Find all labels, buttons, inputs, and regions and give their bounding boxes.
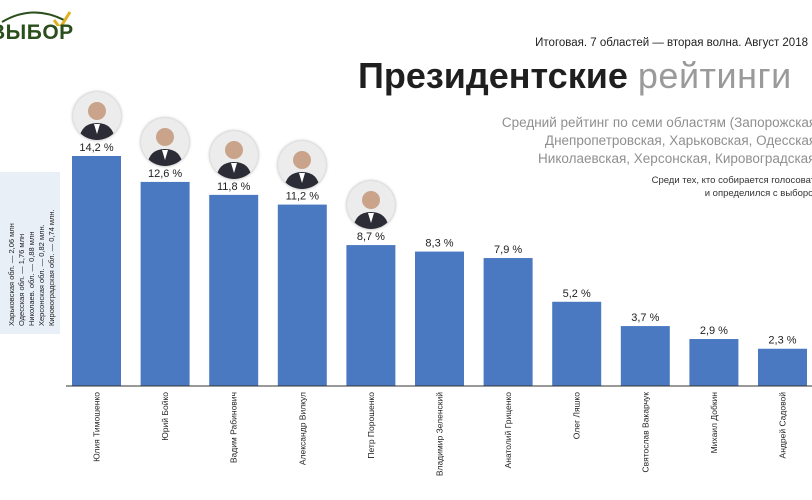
category-label: Александр Вилкул <box>297 392 307 465</box>
description-line: Днепропетровская, Харьковская, Одесская, <box>544 133 812 148</box>
bar-value-label: 3,7 % <box>631 312 659 324</box>
bar-value-label: 8,7 % <box>357 231 385 243</box>
logo-arc-icon <box>1 11 72 26</box>
candidate-photo <box>209 130 258 179</box>
regions-box <box>0 172 60 334</box>
category-label: Олег Ляшко <box>572 392 582 439</box>
bar-value-label: 11,8 % <box>217 181 251 193</box>
person-icon <box>284 150 321 189</box>
category-label: Вадим Рабинович <box>229 392 239 463</box>
sample-note: Среди тех, кто собирается голосовать и о… <box>600 174 812 200</box>
bar <box>758 348 807 386</box>
category-label: Юрий Бойко <box>160 392 170 441</box>
page-title: Президентские рейтинги <box>358 56 792 96</box>
bar <box>620 326 670 386</box>
report-subtitle: Итоговая. 7 областей — вторая волна. Авг… <box>535 37 808 49</box>
category-label: Андрей Садовой <box>778 392 788 459</box>
logo: ВЫБОР <box>0 4 74 44</box>
bar-value-label: 12,6 % <box>148 168 182 180</box>
note-line: Среди тех, кто собирается голосовать <box>651 175 812 186</box>
description: Средний рейтинг по семи областям (Запоро… <box>440 114 812 168</box>
bar <box>483 258 533 386</box>
description-line: Николаевская, Херсонская, Кировоградская… <box>538 151 812 166</box>
bar-value-label: 8,3 % <box>425 238 453 250</box>
bar <box>346 245 396 386</box>
bar-value-label: 14,2 % <box>79 142 113 154</box>
person-icon <box>147 127 184 166</box>
bar <box>72 156 121 386</box>
category-label: Владимир Зеленский <box>435 392 445 476</box>
title-light: рейтинги <box>637 55 792 96</box>
bar-value-label: 2,9 % <box>700 325 728 337</box>
bar <box>552 301 602 386</box>
person-icon <box>78 102 115 140</box>
bar <box>277 204 327 386</box>
bar-value-label: 11,2 % <box>286 191 320 203</box>
title-bold: Президентские <box>358 55 628 96</box>
bar <box>689 339 739 386</box>
category-label: Петр Порошенко <box>366 392 376 459</box>
candidate-photo <box>72 92 121 140</box>
bar-value-label: 5,2 % <box>563 288 591 300</box>
person-icon <box>352 191 389 230</box>
category-label: Михаил Добкин <box>709 392 719 454</box>
note-line: и определился с выбором <box>704 188 812 199</box>
bar <box>140 181 190 386</box>
category-label: Юлия Тимошенко <box>92 392 102 462</box>
description-line: Средний рейтинг по семи областям (Запоро… <box>501 115 812 130</box>
candidate-photo <box>141 117 190 166</box>
bar-value-label: 7,9 % <box>494 244 522 256</box>
candidate-photo <box>346 181 395 230</box>
person-icon <box>215 140 252 179</box>
category-label: Святослав Вакарчук <box>640 392 650 473</box>
bar <box>209 194 259 386</box>
category-label: Анатолий Гриценко <box>503 392 513 469</box>
logo-text: ВЫБОР <box>0 21 74 44</box>
candidate-photo <box>278 140 327 189</box>
bar-value-label: 2,3 % <box>768 335 796 347</box>
bar <box>415 251 464 386</box>
